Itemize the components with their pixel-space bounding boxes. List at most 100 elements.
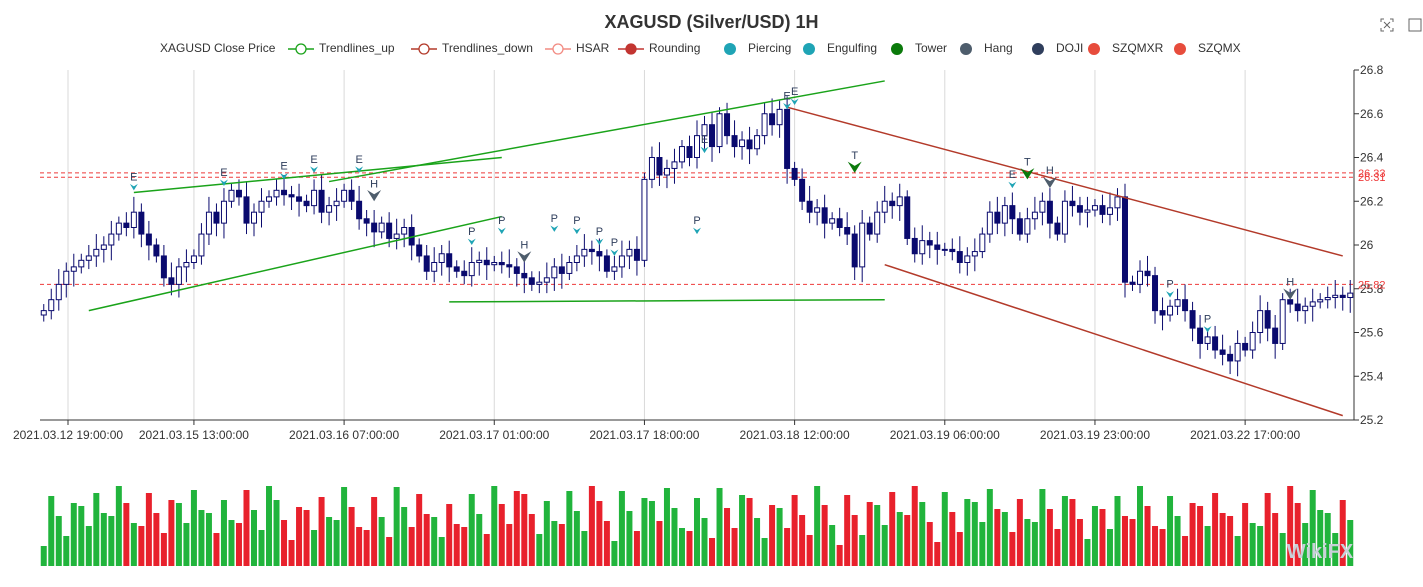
volume-bar <box>1242 503 1249 566</box>
volume-bar <box>1257 526 1264 566</box>
volume-bar <box>1129 519 1136 566</box>
candle <box>48 299 55 312</box>
volume-bar <box>536 534 543 566</box>
candle <box>371 222 378 233</box>
volume-bar <box>416 494 423 566</box>
legend-label: Rounding <box>649 41 701 55</box>
candle <box>626 248 633 257</box>
candle <box>558 266 565 274</box>
x-tick-label: 2021.03.15 13:00:00 <box>139 428 249 442</box>
legend-marker <box>545 43 571 55</box>
candle <box>769 113 776 126</box>
candle <box>431 262 438 272</box>
pattern-marker-label: P <box>693 215 700 227</box>
pattern-marker <box>367 190 382 202</box>
candle <box>1234 342 1241 362</box>
volume-bar <box>1189 503 1196 566</box>
volume-bar <box>513 491 520 566</box>
candle <box>1106 207 1113 215</box>
volume-bar <box>1302 523 1309 566</box>
volume-bar <box>551 521 558 566</box>
chart-legend: XAGUSD Close Price Trendlines_up Trendline… <box>0 40 1423 58</box>
volume-bar <box>799 515 806 566</box>
candle <box>949 248 956 253</box>
candle <box>791 167 798 180</box>
volume-bar <box>596 501 603 566</box>
zoom-icon[interactable] <box>1380 18 1394 32</box>
candle <box>806 200 813 213</box>
candle <box>956 251 963 263</box>
candle <box>799 178 806 202</box>
legend-label: Piercing <box>748 41 792 55</box>
chart-title: XAGUSD (Silver/USD) 1H <box>604 12 819 32</box>
candle <box>739 139 746 148</box>
volume-bar <box>168 500 175 566</box>
pattern-marker-label: H <box>1046 165 1054 177</box>
pattern-marker-label: P <box>611 237 618 249</box>
candle <box>648 157 655 180</box>
candle <box>889 200 896 207</box>
volume-bar <box>821 505 828 566</box>
volume-bar <box>1182 536 1189 566</box>
volume-bar <box>311 530 318 566</box>
x-tick-label: 2021.03.17 18:00:00 <box>589 428 699 442</box>
candle <box>979 233 986 253</box>
volume-bar <box>250 510 257 566</box>
candle <box>198 233 205 257</box>
volume-bar <box>859 535 866 566</box>
pattern-marker-label: H <box>1286 277 1294 289</box>
candle <box>115 222 122 235</box>
candle <box>881 200 888 213</box>
pattern-marker <box>467 238 476 245</box>
volume-bar <box>85 526 92 566</box>
volume-bar <box>228 520 235 566</box>
hsar-label: 25.82 <box>1358 279 1386 291</box>
candle <box>686 146 693 158</box>
volume-bar <box>956 532 963 566</box>
volume-bar <box>1046 509 1053 566</box>
legend-marker <box>1174 43 1186 55</box>
restore-icon[interactable] <box>1408 18 1422 32</box>
candle <box>235 189 242 198</box>
volume-bar <box>829 525 836 566</box>
volume-bar <box>1234 536 1241 566</box>
x-tick-label: 2021.03.19 23:00:00 <box>1040 428 1150 442</box>
pattern-marker-label: E <box>280 160 287 172</box>
volume-bar <box>919 502 926 566</box>
x-tick-label: 2021.03.17 01:00:00 <box>439 428 549 442</box>
volume-bar <box>648 501 655 566</box>
y-tick-label: 25.8 <box>1360 282 1384 296</box>
candle <box>1054 222 1061 235</box>
candle <box>986 211 993 235</box>
candle <box>709 124 716 148</box>
candle <box>1099 205 1106 215</box>
volume-bar <box>273 500 280 566</box>
volume-bar <box>100 513 107 566</box>
volume-bar <box>190 490 197 566</box>
candle <box>506 264 513 268</box>
candle <box>1212 336 1219 351</box>
volume-bar <box>1039 489 1046 566</box>
volume-bar <box>904 515 911 566</box>
candle <box>746 139 753 150</box>
candle <box>1309 301 1316 307</box>
pattern-marker <box>610 249 619 256</box>
volume-bar <box>401 507 408 566</box>
volume-bar <box>40 546 47 566</box>
pattern-marker <box>517 251 532 263</box>
volume-bar <box>678 528 685 566</box>
volume-bar <box>506 524 513 566</box>
volume-bar <box>48 496 55 566</box>
candle <box>724 113 731 137</box>
candle <box>603 255 610 272</box>
candle <box>311 189 318 207</box>
candle <box>438 253 445 263</box>
trendline-up <box>328 80 885 183</box>
volume-bar <box>1054 529 1061 566</box>
legend-marker <box>1088 43 1100 55</box>
volume-bar <box>423 514 430 566</box>
volume-bar <box>258 530 265 566</box>
volume-bar <box>521 494 528 566</box>
candle <box>528 277 535 285</box>
